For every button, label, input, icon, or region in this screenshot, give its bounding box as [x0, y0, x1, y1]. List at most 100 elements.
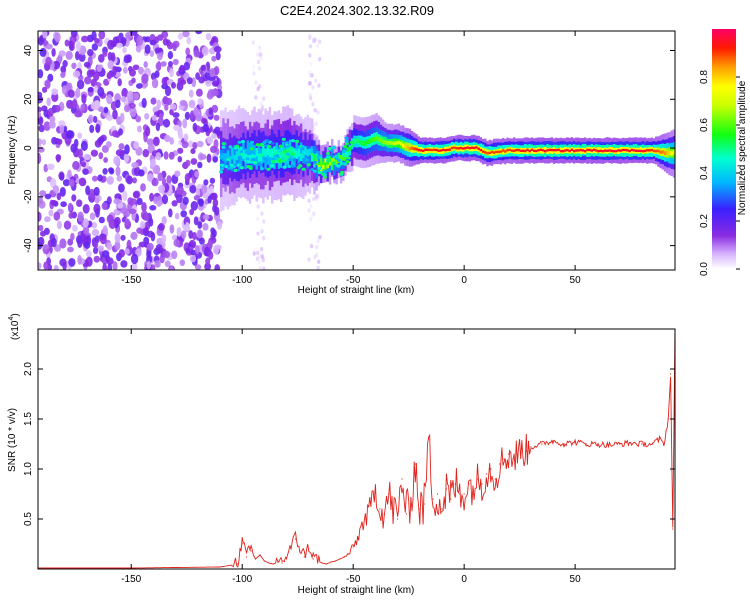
heatmap-ridge-cell — [561, 149, 565, 153]
heatmap-cell — [135, 115, 141, 123]
heatmap-cell — [42, 244, 50, 250]
snr-data-point — [250, 550, 252, 552]
snr-data-point — [663, 443, 665, 445]
x-tick-label: 0 — [461, 574, 467, 585]
heatmap-ridge-speckle — [322, 173, 327, 177]
heatmap-cell — [85, 185, 91, 196]
heatmap-cell — [251, 40, 255, 45]
heatmap-cell — [309, 203, 313, 209]
heatmap-cell — [136, 83, 143, 89]
snr-data-point — [365, 518, 368, 520]
heatmap-ridge-cell — [446, 148, 449, 152]
heatmap-cell — [101, 202, 108, 211]
snr-data-point — [512, 458, 514, 460]
heatmap-cell — [171, 82, 176, 89]
heatmap-cell — [68, 40, 75, 51]
colorbar: 0.0 0.2 0.4 0.6 0.8 Normalized spectral ampl… — [699, 29, 748, 276]
heatmap-cell — [51, 48, 56, 57]
snr-data-point — [468, 483, 470, 485]
heatmap-cell — [180, 210, 187, 218]
heatmap-ridge-cell — [572, 149, 576, 153]
snr-data-point — [237, 563, 239, 565]
snr-data-point — [652, 443, 654, 445]
heatmap-ridge-cell — [450, 146, 454, 150]
heatmap-ridge-cell — [264, 148, 267, 157]
heatmap-cell — [65, 50, 73, 60]
heatmap-ridge-speckle — [249, 147, 254, 151]
heatmap-cell — [136, 227, 144, 234]
heatmap-ridge-cell — [355, 138, 358, 144]
heatmap-ridge-cell — [459, 146, 463, 150]
snr-data-point — [530, 446, 532, 448]
heatmap-ridge-cell — [331, 158, 334, 162]
heatmap-ridge-speckle — [317, 166, 322, 171]
heatmap-cell — [196, 140, 204, 148]
snr-data-point — [286, 558, 288, 560]
heatmap-cell — [168, 151, 175, 160]
heatmap-ridge-speckle — [240, 140, 245, 144]
heatmap-ridge-cell — [508, 148, 511, 152]
heatmap-cell — [72, 224, 78, 232]
heatmap-cell — [169, 266, 174, 270]
heatmap-cell — [45, 43, 53, 50]
snr-data-point — [667, 418, 669, 420]
heatmap-ridge-speckle — [287, 164, 292, 168]
heatmap-ridge-speckle — [326, 158, 331, 162]
heatmap-cell — [84, 241, 91, 249]
heatmap-cell — [112, 261, 118, 270]
snr-data-point — [348, 553, 350, 555]
heatmap-ridge-speckle — [325, 155, 330, 159]
heatmap-cell — [129, 106, 137, 118]
heatmap-cell — [146, 260, 151, 270]
heatmap-ridge-speckle — [312, 169, 317, 173]
heatmap-ridge-cell — [315, 153, 318, 178]
heatmap-ridge-speckle — [233, 168, 238, 172]
colorbar-gradient — [712, 29, 736, 269]
heatmap-cell — [117, 202, 124, 209]
heatmap-ridge-cell — [284, 153, 287, 162]
heatmap-cell — [38, 69, 44, 79]
heatmap-ridge-speckle — [275, 154, 280, 158]
heatmap-ridge-speckle — [346, 156, 351, 160]
heatmap-ridge-cell — [266, 146, 269, 155]
heatmap-cell — [309, 73, 313, 78]
heatmap-ridge-cell — [362, 140, 365, 146]
heatmap-ridge-speckle — [288, 157, 293, 162]
heatmap-ridge-speckle — [313, 148, 318, 152]
heatmap-ridge-speckle — [251, 157, 256, 162]
heatmap-cell — [70, 232, 75, 241]
heatmap-cell — [68, 178, 75, 188]
heatmap-cell — [83, 153, 91, 161]
heatmap-cell — [91, 229, 100, 237]
heatmap-cell — [258, 265, 262, 270]
heatmap-cell — [106, 72, 113, 79]
snr-panel: -150 -100 -50 0 50 0.5 1.0 1.5 2.0 Height of st… — [7, 313, 676, 596]
snr-data-point — [272, 563, 274, 565]
heatmap-cell — [198, 76, 205, 84]
heatmap-cell — [119, 112, 125, 123]
heatmap-cell — [120, 234, 126, 241]
heatmap-cell — [116, 42, 123, 49]
heatmap-cell — [82, 218, 89, 228]
heatmap-ridge-cell — [590, 149, 594, 152]
heatmap-cell — [308, 44, 313, 49]
heatmap-cell — [153, 136, 160, 146]
heatmap-ridge-speckle — [349, 140, 354, 144]
snr-data-point — [290, 548, 292, 550]
heatmap-cell — [171, 234, 178, 241]
colorbar-label: Normalized spectral amplitude — [737, 80, 748, 215]
heatmap-cell — [310, 244, 314, 249]
y-tick-label: -20 — [23, 189, 34, 204]
heatmap-cell — [208, 107, 213, 115]
heatmap-cell — [106, 257, 114, 266]
heatmap-cell — [201, 46, 209, 56]
heatmap-cell — [51, 88, 59, 96]
heatmap-cell — [80, 140, 88, 151]
heatmap-ridge-cell — [557, 148, 560, 151]
heatmap-ridge-speckle — [278, 154, 283, 158]
heatmap-cell — [77, 148, 83, 159]
heatmap-ridge-cell — [659, 150, 662, 154]
heatmap-ridge-cell — [668, 150, 671, 155]
snr-data-point — [246, 556, 248, 558]
heatmap-cell — [259, 52, 263, 57]
